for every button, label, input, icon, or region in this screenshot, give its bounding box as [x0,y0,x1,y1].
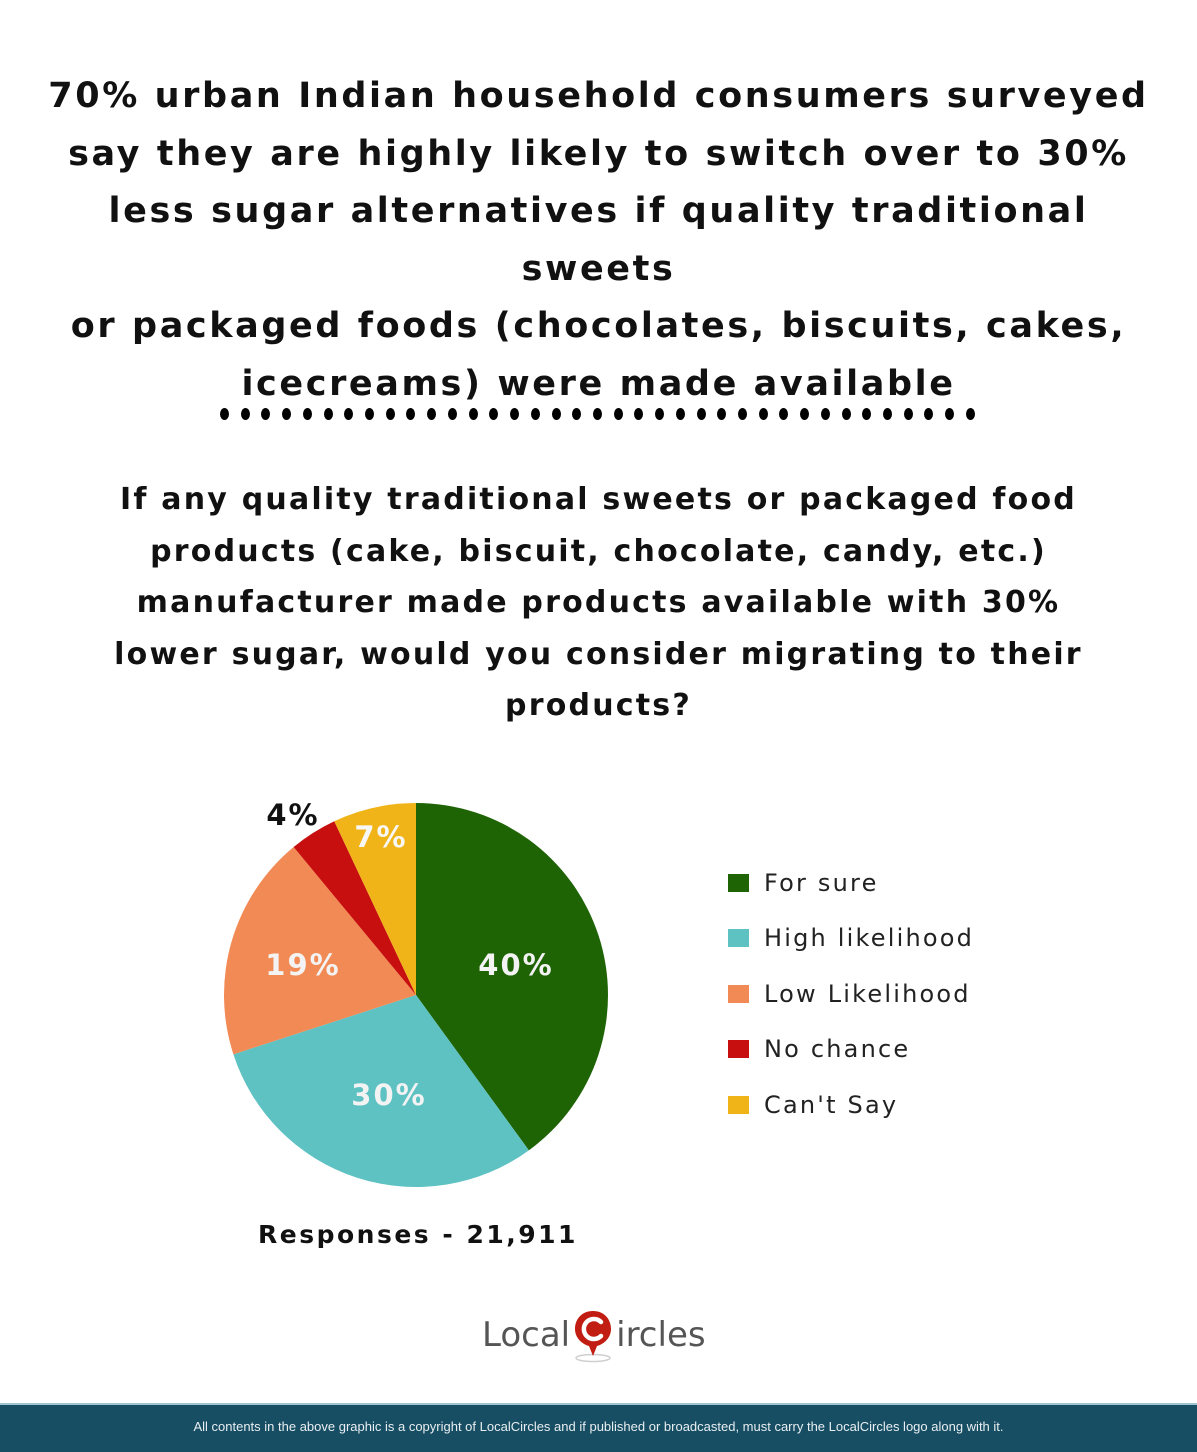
question-line: manufacturer made products available wit… [136,585,1061,620]
divider-dot [447,408,457,420]
legend-item-no-chance: No chance [728,1022,974,1078]
question-line: lower sugar, would you consider migratin… [114,636,1083,672]
divider-dot [572,408,582,420]
pie-slice-label: 7% [354,820,408,854]
legend-swatch [728,929,749,948]
divider-dot [675,408,685,420]
divider-dot [551,408,561,420]
pie-chart-graphic [224,803,608,1187]
headline-line: icecreams) were made available [241,363,956,404]
divider-dot [240,408,250,420]
location-pin-icon [571,1305,615,1365]
divider-dot [800,408,810,420]
pie-slice-label: 19% [265,948,341,982]
divider-dot [862,408,872,420]
pie-slice-low-likelihood [224,847,416,1055]
question-line: products (cake, biscuit, chocolate, cand… [150,533,1047,569]
divider-dot [924,408,934,420]
divider-dot [903,408,913,420]
divider-dot [758,408,768,420]
divider-dot [655,408,665,420]
responses-count: Responses - 21,911 [258,1220,578,1249]
legend-label: For sure [764,868,879,897]
divider-dot [489,408,499,420]
legend-item-high-likelihood: High likelihood [728,911,974,967]
divider-dot [282,408,292,420]
divider-dot [634,408,644,420]
logo-text-right: ircles [616,1315,706,1355]
headline: 70% urban Indian household consumers sur… [30,68,1167,413]
divider-dot [427,408,437,420]
survey-question: If any quality traditional sweets or pac… [80,474,1117,732]
divider-dot [385,408,395,420]
divider-dot [945,408,955,420]
legend-label: High likelihood [764,924,975,953]
pie-slice-high-likelihood [233,995,529,1187]
divider-dot [344,408,354,420]
chart-legend: For sure High likelihood Low Likelihood … [728,855,974,1133]
pie-slice-label: 30% [351,1078,427,1112]
legend-swatch [728,873,749,892]
divider-dot [261,408,271,420]
pie-slice-for-sure [416,803,608,1151]
copyright-text: All contents in the above graphic is a c… [193,1419,1004,1434]
divider-dot [820,408,830,420]
legend-item-low-likelihood: Low Likelihood [728,966,974,1022]
legend-swatch [728,1095,749,1114]
divider-dot [841,408,851,420]
pie-slice-label: 4% [266,798,320,832]
divider-dot [696,408,706,420]
divider-dot [510,408,520,420]
logo-text-left: Local [482,1315,571,1355]
legend-item-cant-say: Can't Say [728,1077,974,1133]
divider-dot [965,408,975,420]
divider-dot [592,408,602,420]
pie-chart: 40% 30% 19% 4% 7% [200,780,640,1210]
localcircles-logo: Local ircles [482,1305,706,1365]
divider-dot [365,408,375,420]
headline-line: 70% urban Indian household consumers sur… [48,76,1149,116]
divider-dot [613,408,623,420]
legend-label: Can't Say [764,1090,899,1119]
question-line: If any quality traditional sweets or pac… [120,482,1077,517]
divider-dot [737,408,747,420]
pie-slice-can-t-say [334,803,416,995]
legend-item-for-sure: For sure [728,855,974,911]
divider-dot [883,408,892,420]
divider-dot [220,408,229,420]
pie-slice-label: 40% [478,948,554,982]
pie-slice-no-chance [293,821,416,995]
divider-dot [779,408,789,420]
legend-swatch [728,984,749,1003]
headline-line: less sugar alternatives if quality tradi… [108,191,1089,289]
divider-dot [302,408,312,420]
dotted-divider [220,404,975,424]
divider-dot [406,408,416,420]
legend-label: No chance [764,1035,911,1064]
divider-dot [717,408,727,420]
headline-line: say they are highly likely to switch ove… [68,133,1129,174]
question-line: products? [505,688,692,723]
divider-dot [323,408,333,420]
headline-line: or packaged foods (chocolates, biscuits,… [70,306,1127,346]
divider-dot [530,408,540,420]
divider-dot [468,408,478,420]
legend-label: Low Likelihood [764,979,971,1008]
legend-swatch [728,1040,749,1059]
copyright-footer: All contents in the above graphic is a c… [0,1403,1197,1452]
